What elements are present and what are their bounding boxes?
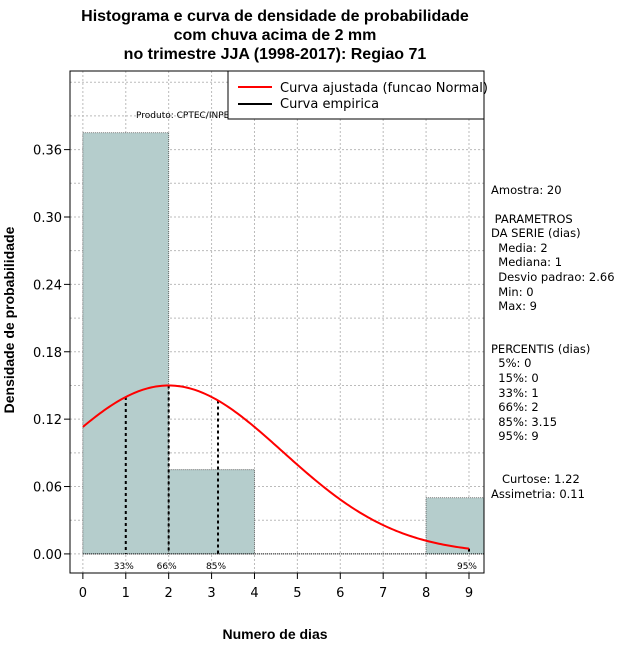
x-tick-label: 3 xyxy=(207,586,215,601)
params-subtitle: DA SERIE (dias) xyxy=(491,226,581,241)
title-line-3: no trimestre JJA (1998-2017): Regiao 71 xyxy=(124,46,427,63)
y-tick-label: 0.00 xyxy=(33,548,62,563)
params-title: PARAMETROS xyxy=(491,211,573,226)
x-tick-label: 2 xyxy=(165,586,173,601)
legend-label-fitted: Curva ajustada (funcao Normal) xyxy=(280,81,488,96)
y-axis: 0.00 0.06 0.12 0.18 0.24 0.30 0.36 xyxy=(33,144,70,563)
y-tick-label: 0.30 xyxy=(33,211,62,226)
percentile-lines xyxy=(124,385,470,554)
y-tick-label: 0.12 xyxy=(33,413,62,428)
sample-size: Amostra: 20 xyxy=(491,183,562,197)
percentile-66: 66%: 2 xyxy=(491,400,539,415)
normal-curve-line xyxy=(82,384,470,550)
percentile-label: 33% xyxy=(114,562,134,572)
percentile-label: 66% xyxy=(157,562,177,572)
x-axis-label: Numero de dias xyxy=(222,626,327,642)
x-tick-label: 8 xyxy=(422,586,430,601)
histogram-bar xyxy=(425,497,485,555)
percentile-label: 95% xyxy=(457,562,477,572)
y-axis-label: Densidade de probabilidade xyxy=(1,226,17,413)
x-tick-label: 1 xyxy=(122,586,130,601)
percentiles-title: PERCENTIS (dias) xyxy=(491,341,591,356)
x-tick-label: 7 xyxy=(379,586,387,601)
y-tick-label: 0.36 xyxy=(33,144,62,159)
title-line-2: com chuva acima de 2 mm xyxy=(174,27,377,44)
y-tick-label: 0.18 xyxy=(33,346,62,361)
y-tick-label: 0.24 xyxy=(33,278,62,293)
stat-desvio: Desvio padrao: 2.66 xyxy=(491,269,615,284)
stat-max: Max: 9 xyxy=(491,299,537,314)
stat-assimetria: Assimetria: 0.11 xyxy=(491,486,585,501)
percentile-85: 85%: 3.15 xyxy=(491,414,558,429)
percentile-label: 85% xyxy=(206,562,226,572)
histogram-bar xyxy=(168,469,255,555)
percentile-labels: 33% 66% 85% 95% xyxy=(114,562,478,572)
x-axis: 0 1 2 3 4 5 6 7 8 9 xyxy=(79,573,473,601)
legend-label-empirical: Curva empirica xyxy=(280,97,379,112)
histogram-bars xyxy=(82,132,485,555)
chart-title: Histograma e curva de densidade de proba… xyxy=(81,8,469,63)
y-tick-label: 0.06 xyxy=(33,481,62,496)
percentile-33: 33%: 1 xyxy=(491,385,539,400)
stat-mediana: Mediana: 1 xyxy=(491,255,563,270)
percentile-5: 5%: 0 xyxy=(491,356,532,371)
stat-min: Min: 0 xyxy=(491,284,534,299)
x-tick-label: 9 xyxy=(465,586,473,601)
title-line-1: Histograma e curva de densidade de proba… xyxy=(81,8,469,25)
x-tick-label: 5 xyxy=(293,586,301,601)
histogram-bar xyxy=(82,132,170,555)
stat-media: Media: 2 xyxy=(491,240,548,255)
stat-curtose: Curtose: 1.22 xyxy=(491,471,580,486)
legend: Curva ajustada (funcao Normal) Curva emp… xyxy=(227,70,488,120)
percentile-15: 15%: 0 xyxy=(491,370,539,385)
x-tick-label: 4 xyxy=(250,586,258,601)
percentile-95: 95%: 9 xyxy=(491,429,539,444)
statistics-panel: Amostra: 20 PARAMETROS DA SERIE (dias) M… xyxy=(491,183,636,501)
legend-box xyxy=(227,70,485,120)
source-note: Produto: CPTEC/INPE xyxy=(136,111,230,121)
x-tick-label: 0 xyxy=(79,586,87,601)
x-tick-label: 6 xyxy=(336,586,344,601)
